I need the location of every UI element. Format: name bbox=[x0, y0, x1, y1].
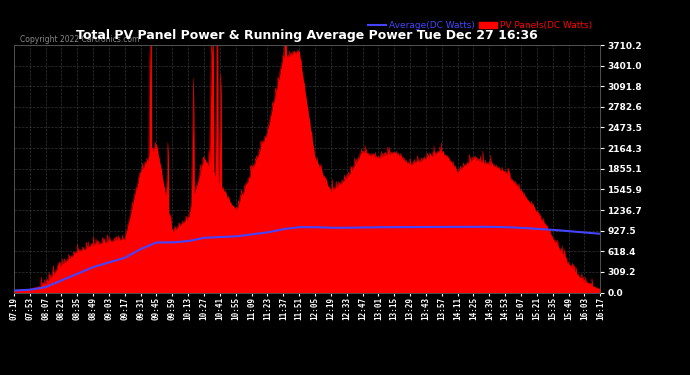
Text: Copyright 2022 Cartronics.com: Copyright 2022 Cartronics.com bbox=[19, 35, 139, 44]
Title: Total PV Panel Power & Running Average Power Tue Dec 27 16:36: Total PV Panel Power & Running Average P… bbox=[76, 30, 538, 42]
Legend: Average(DC Watts), PV Panels(DC Watts): Average(DC Watts), PV Panels(DC Watts) bbox=[364, 17, 595, 33]
